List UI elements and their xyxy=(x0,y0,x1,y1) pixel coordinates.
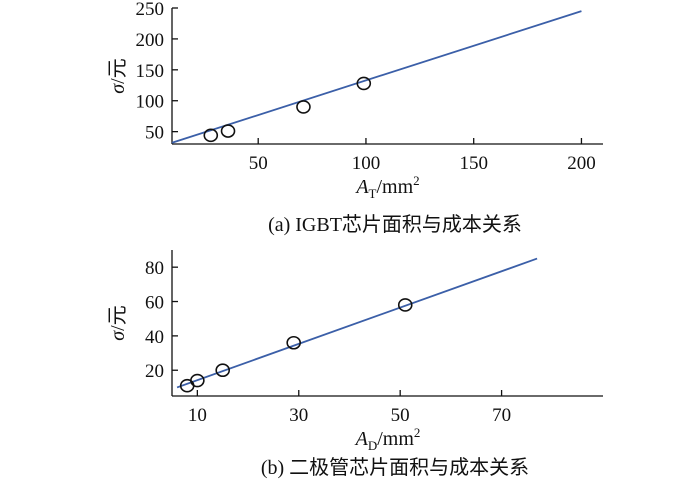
data-point xyxy=(397,298,413,312)
fit-line xyxy=(171,10,582,144)
y-tick-label: 250 xyxy=(136,0,165,20)
y-tick-label: 40 xyxy=(145,327,164,348)
chart-b-diode: 10 30 50 70 20 40 60 80 AD/mm2 σ/元 (b) 二极管芯片面积与… xyxy=(107,250,603,479)
chart-a-axes xyxy=(171,8,603,145)
x-tick-label: 10 xyxy=(188,405,207,426)
x-tick-label: 100 xyxy=(352,153,381,174)
y-tick-label: 150 xyxy=(136,61,165,82)
y-tick-label: 100 xyxy=(136,92,165,113)
y-tick-label: 80 xyxy=(145,258,164,279)
x-tick-label: 50 xyxy=(391,405,410,426)
y-tick-label: 50 xyxy=(145,123,164,144)
x-tick-label: 50 xyxy=(249,153,268,174)
data-point xyxy=(190,373,205,388)
chart-a-caption: (a) IGBT芯片面积与成本关系 xyxy=(268,213,522,236)
chart-b-marks xyxy=(176,257,538,393)
y-tick-label: 20 xyxy=(145,361,164,382)
chart-b-ticks: 10 30 50 70 20 40 60 80 xyxy=(145,258,511,426)
x-tick-label: 150 xyxy=(459,153,488,174)
chart-a-igbt: 50 100 150 200 50 100 150 200 250 AT/mm2 σ/元 (a)… xyxy=(107,0,603,236)
data-point xyxy=(203,128,219,143)
chart-b-axes xyxy=(171,250,603,397)
x-tick-label: 30 xyxy=(289,405,308,426)
data-point xyxy=(356,76,372,91)
x-tick-label: 200 xyxy=(567,153,596,174)
chart-b-x-axis-label: AD/mm2 xyxy=(354,425,421,453)
x-tick-label: 70 xyxy=(492,405,511,426)
data-point xyxy=(286,335,301,350)
chart-a-x-axis-label: AT/mm2 xyxy=(354,173,419,201)
data-point xyxy=(220,124,236,138)
y-tick-label: 60 xyxy=(145,293,164,314)
chart-b-caption: (b) 二极管芯片面积与成本关系 xyxy=(261,456,529,479)
chart-a-ticks: 50 100 150 200 50 100 150 200 250 xyxy=(136,0,596,174)
data-point xyxy=(215,363,231,378)
chart-a-y-axis-label: σ/元 xyxy=(107,58,129,93)
chart-a-marks xyxy=(171,10,582,144)
y-tick-label: 200 xyxy=(136,30,165,51)
data-point xyxy=(296,100,311,114)
fit-line xyxy=(176,257,538,389)
chart-b-y-axis-label: σ/元 xyxy=(107,305,129,340)
